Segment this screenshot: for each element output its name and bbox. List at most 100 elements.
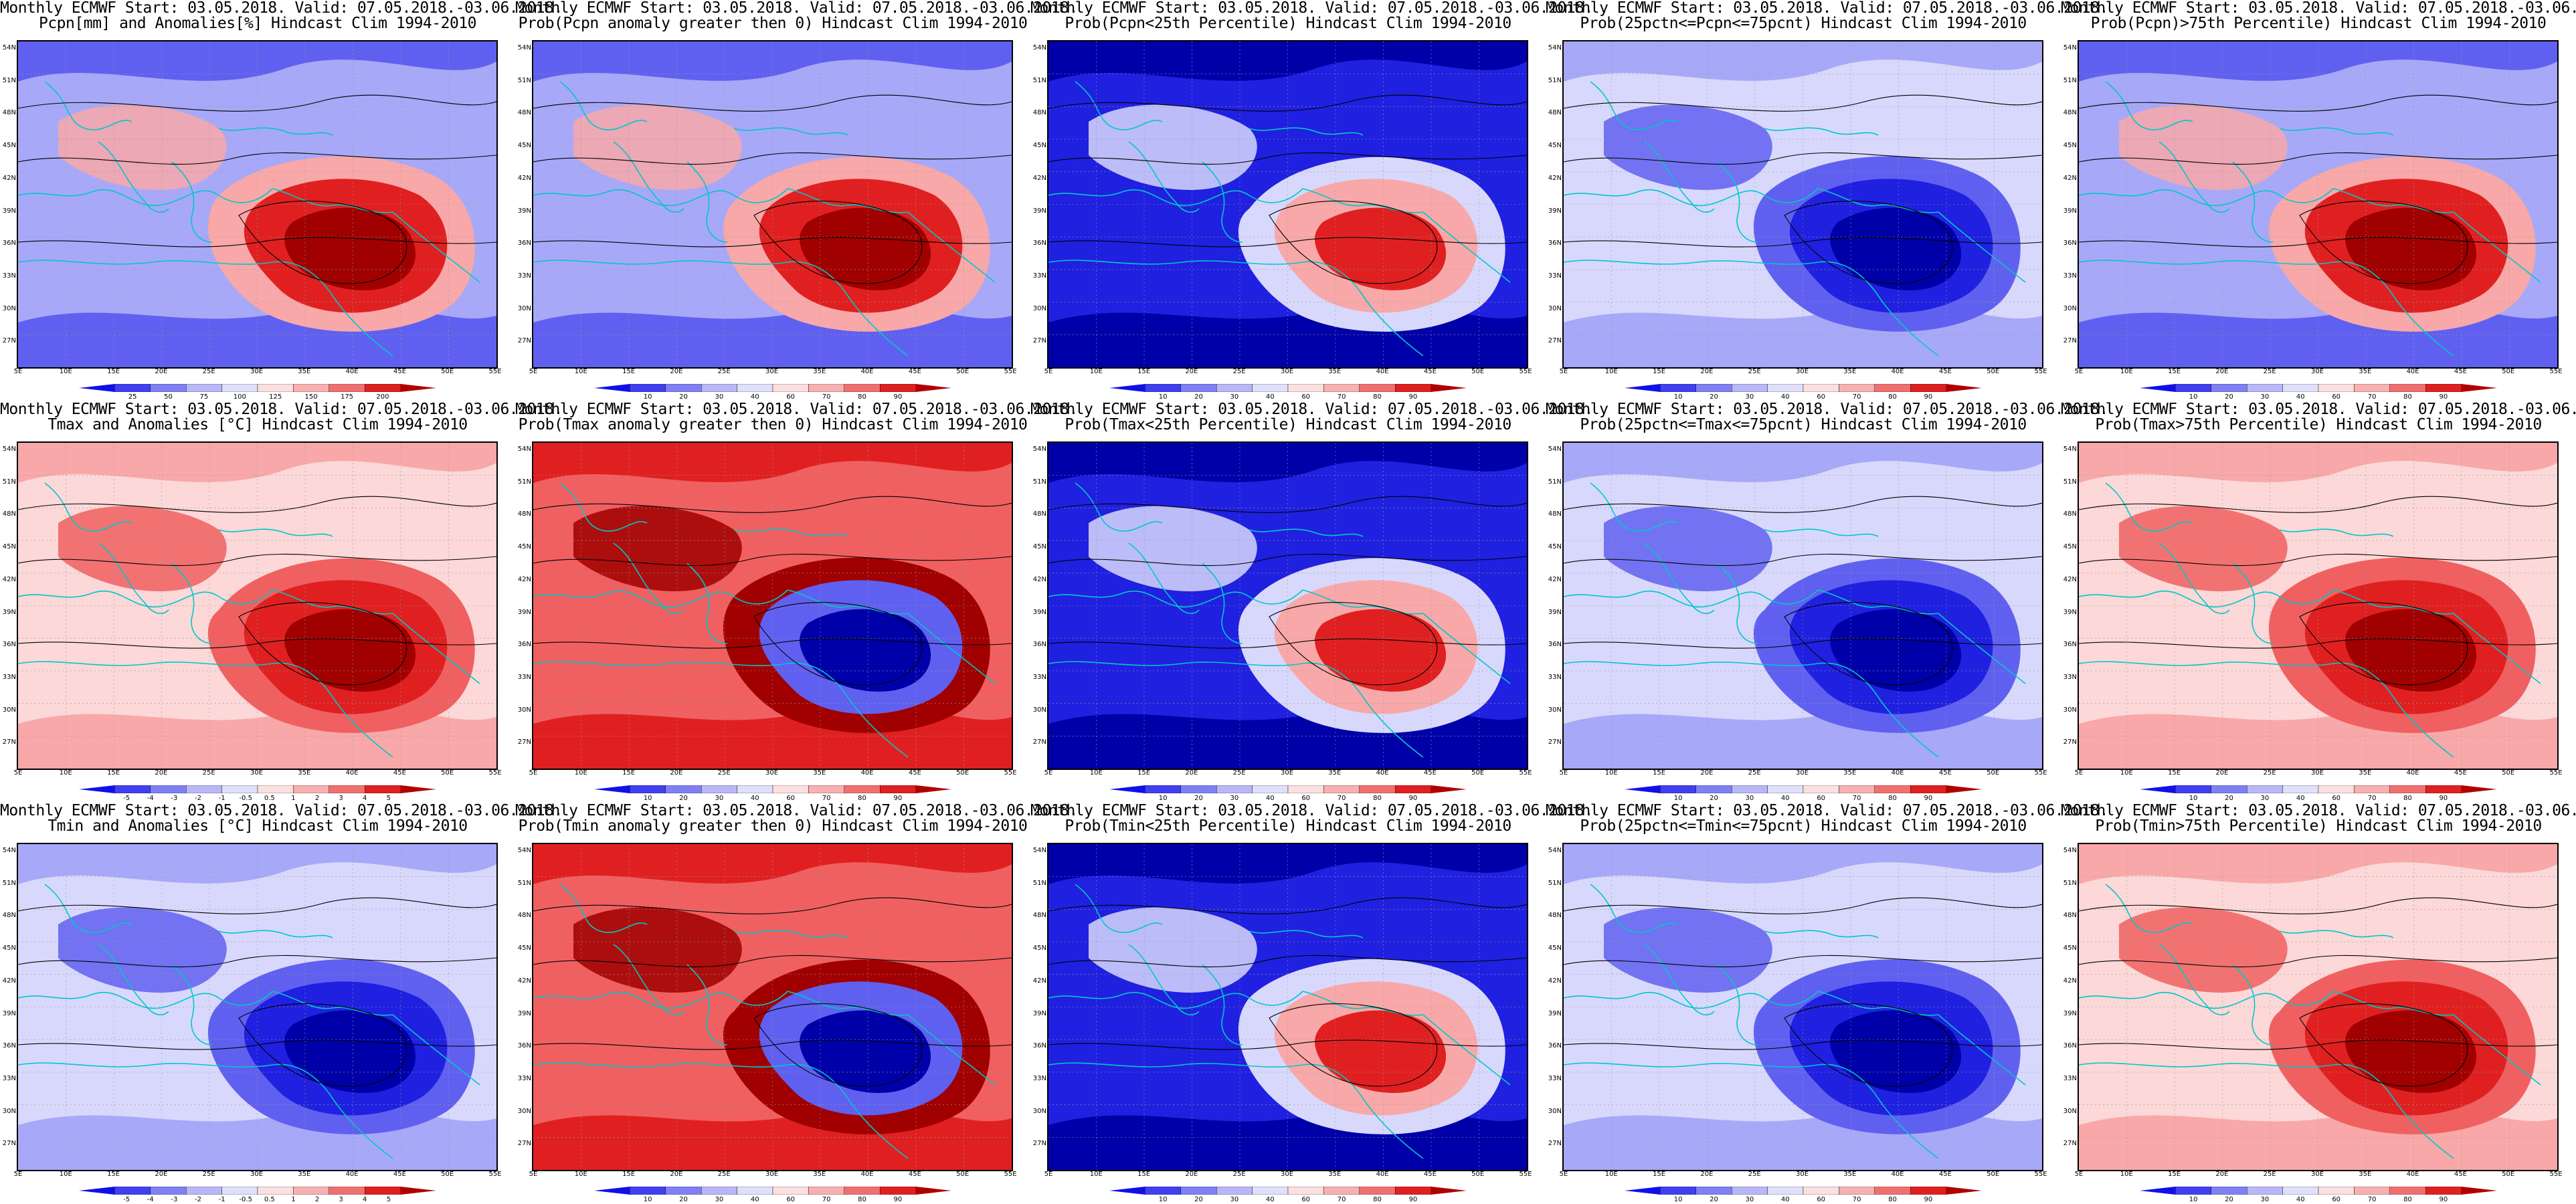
lon-tick-label: 25E [1232, 1171, 1246, 1178]
lat-tick-label: 36N [2, 1042, 16, 1050]
contour-line [2299, 201, 2468, 284]
panel-title-line2: Prob(25pctn<=Tmin<=75pcnt) Hindcast Clim… [1580, 817, 2027, 835]
lat-tick-label: 48N [2, 510, 16, 518]
lon-tick-label: 5E [1559, 769, 1568, 777]
lat-tick-label: 48N [517, 912, 531, 920]
coastline [2279, 528, 2394, 537]
lon-tick-label: 20E [670, 769, 683, 777]
lon-tick-label: 5E [1559, 368, 1568, 375]
lat-tick-label: 45N [1032, 543, 1046, 551]
coastline [1048, 589, 1303, 608]
colorbar-svg [79, 384, 436, 392]
colorbar-tick-label: 30 [715, 393, 724, 401]
field-blob-europe [573, 907, 742, 993]
lat-tick-label: 48N [1032, 912, 1046, 920]
contour-line [18, 955, 496, 968]
coastline [98, 542, 169, 614]
map-field-svg [18, 443, 496, 769]
colorbar-segment [2175, 384, 2212, 392]
colorbar-segment [737, 785, 773, 793]
colorbar-tick-label: 125 [269, 393, 282, 401]
colorbar [1109, 1187, 1467, 1195]
coastline [1048, 260, 1364, 296]
lat-tick-label: 33N [1032, 673, 1046, 681]
lat-tick-label: 27N [2, 337, 16, 345]
lat-tick-label: 30N [1032, 304, 1046, 312]
colorbar-segment [2354, 1187, 2390, 1195]
lat-tick-label: 54N [2063, 44, 2077, 52]
coastline [1590, 884, 1678, 933]
contour-line [2299, 1003, 2468, 1087]
lon-tick-label: 50E [2502, 1171, 2515, 1178]
lon-tick-label: 40E [2406, 368, 2419, 375]
coastline [686, 161, 728, 243]
lon-tick-label: 55E [2549, 368, 2563, 375]
contour-line [1048, 152, 1527, 165]
coastline [218, 930, 333, 938]
colorbar [1625, 1187, 1982, 1195]
colorbar-tick-label: 40 [2296, 795, 2305, 802]
lon-tick-label: 5E [2074, 368, 2084, 375]
colorbar-tick-label: 80 [858, 1196, 866, 1203]
contour-line [1048, 955, 1527, 968]
lon-tick-label: 10E [59, 769, 72, 777]
coastline [1564, 188, 1819, 207]
lon-tick-label: 45E [393, 368, 406, 375]
lat-tick-label: 36N [2063, 641, 2077, 649]
colorbar-tick-label: 60 [1301, 795, 1311, 802]
colorbar-segment [329, 785, 365, 793]
colorbar-segment [2282, 1187, 2319, 1195]
colorbar-segment [1395, 1187, 1431, 1195]
map-field-svg [1564, 443, 2042, 769]
lon-tick-label: 5E [1044, 769, 1053, 777]
colorbar [2140, 785, 2497, 793]
lon-tick-label: 50E [441, 769, 454, 777]
lon-tick-label: 10E [574, 1171, 587, 1178]
panel-title-line2: Prob(Tmin anomaly greater then 0) Hindca… [518, 817, 1028, 835]
colorbar-tick-label: 2 [314, 795, 320, 802]
coastline [1564, 1062, 1879, 1099]
colorbar-svg [2140, 785, 2497, 793]
colorbar-cap-high [915, 1187, 951, 1195]
lat-tick-label: 27N [1032, 738, 1046, 746]
colorbar [1625, 785, 1982, 793]
lat-tick-label: 54N [1548, 445, 1562, 453]
colorbar-segment [701, 785, 737, 793]
colorbar-tick-label: 30 [1745, 1196, 1754, 1203]
colorbar-segment [114, 785, 151, 793]
lon-tick-label: 40E [1376, 1171, 1389, 1178]
coastline [733, 930, 848, 938]
coastline [1075, 884, 1163, 933]
lat-tick-label: 30N [1032, 1107, 1046, 1115]
colorbar-tick-label: 90 [1408, 1196, 1418, 1203]
colorbar-tick-label: 80 [2403, 393, 2412, 401]
colorbar-segment [257, 785, 294, 793]
lat-tick-label: 45N [517, 142, 531, 150]
colorbar-segment [665, 1187, 702, 1195]
lon-tick-label: 15E [1653, 368, 1666, 375]
lon-tick-label: 35E [813, 1171, 826, 1178]
colorbar-segment [185, 785, 222, 793]
lon-tick-label: 45E [2454, 769, 2467, 777]
colorbar-segment [1395, 384, 1431, 392]
lat-tick-label: 30N [517, 706, 531, 714]
colorbar-tick-label: 80 [2403, 795, 2412, 802]
lat-tick-label: 39N [2063, 1009, 2077, 1017]
contour-line [18, 152, 496, 165]
lat-tick-label: 27N [2063, 738, 2077, 746]
contour-line [2079, 237, 2557, 247]
coastline [533, 661, 848, 698]
coastline [1564, 661, 1879, 698]
colorbar-cap-low [2140, 1187, 2176, 1195]
contour-line [1269, 602, 1438, 686]
colorbar-segment [772, 1187, 809, 1195]
lat-tick-label: 54N [517, 847, 531, 854]
colorbar-cap-high [1946, 384, 1982, 392]
colorbar-tick-label: 60 [786, 795, 796, 802]
colorbar-segment [701, 384, 737, 392]
colorbar-segment [808, 384, 844, 392]
lon-tick-label: 15E [1137, 769, 1151, 777]
lat-tick-label: 42N [2063, 977, 2077, 985]
lat-tick-label: 48N [517, 510, 531, 518]
coastline [1128, 542, 1200, 614]
